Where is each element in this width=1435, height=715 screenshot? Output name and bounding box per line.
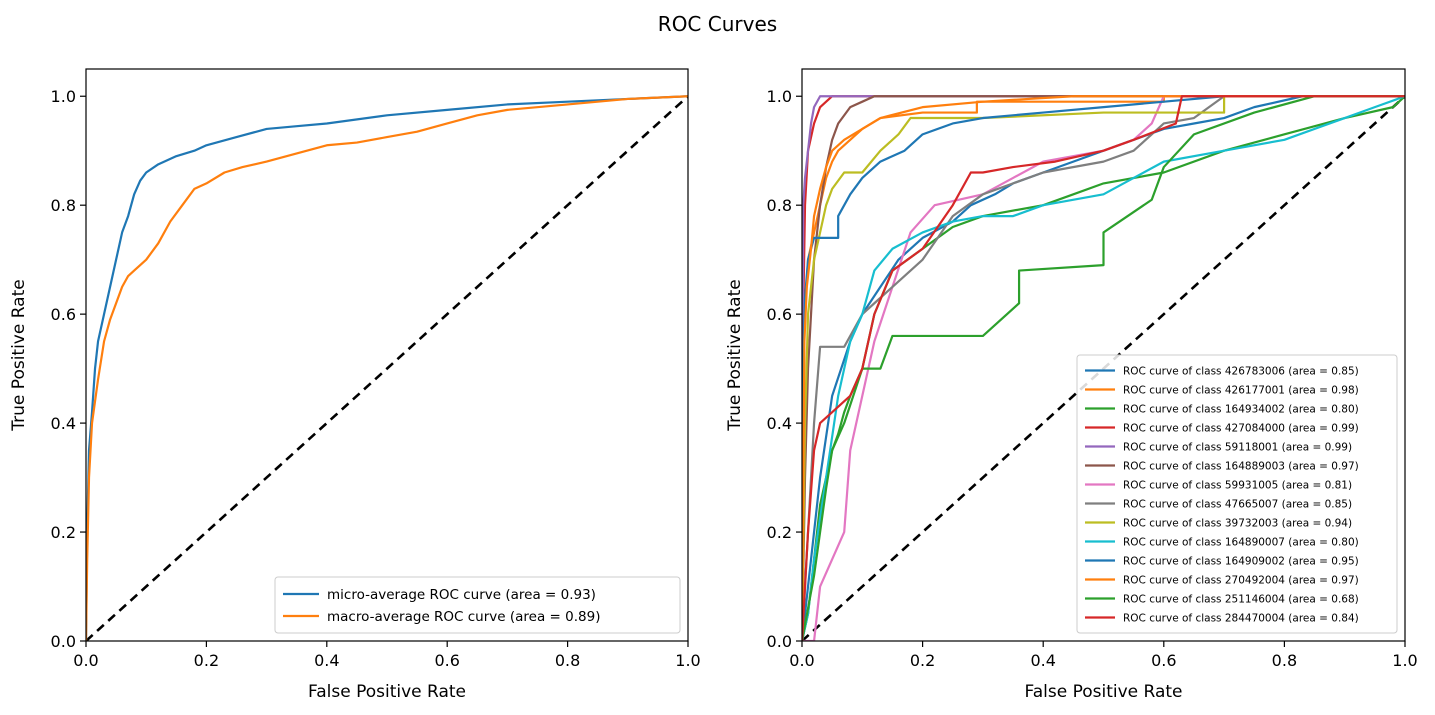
x-tick-label: 0.4 bbox=[314, 651, 339, 670]
legend-entry: ROC curve of class 164890007 (area = 0.8… bbox=[1123, 536, 1359, 548]
x-tick-label: 0.2 bbox=[910, 651, 935, 670]
y-tick-label: 0.6 bbox=[767, 305, 792, 324]
legend-entry: micro-average ROC curve (area = 0.93) bbox=[327, 587, 596, 603]
legend: micro-average ROC curve (area = 0.93) mac… bbox=[274, 576, 681, 634]
x-tick-label: 0.8 bbox=[1272, 651, 1297, 670]
x-tick-label: 0.6 bbox=[1151, 651, 1176, 670]
x-tick-label: 0.2 bbox=[194, 651, 219, 670]
y-tick-label: 0.0 bbox=[767, 632, 792, 651]
figure-title: ROC Curves bbox=[657, 12, 778, 36]
axes-frame bbox=[801, 68, 1406, 642]
y-tick-label: 0.2 bbox=[51, 523, 76, 542]
legend-entry: ROC curve of class 59118001 (area = 0.99… bbox=[1123, 441, 1352, 453]
y-tick-label: 0.8 bbox=[51, 196, 76, 215]
y-tick-label: 0.4 bbox=[767, 414, 792, 433]
y-tick-label: 0.6 bbox=[51, 305, 76, 324]
x-tick-label: 0.8 bbox=[555, 651, 580, 670]
legend-entry: ROC curve of class 426177001 (area = 0.9… bbox=[1123, 384, 1359, 396]
x-tick-label: 1.0 bbox=[1392, 651, 1417, 670]
series-line-6 bbox=[802, 95, 1405, 641]
x-tick-label: 0.6 bbox=[434, 651, 459, 670]
y-axis-label: True Positive Rate bbox=[725, 279, 745, 431]
series-line-1 bbox=[86, 95, 688, 641]
x-tick-label: 0.0 bbox=[789, 651, 814, 670]
y-tick-label: 1.0 bbox=[767, 87, 792, 106]
legend-box bbox=[1076, 354, 1398, 634]
legend-entry: ROC curve of class 284470004 (area = 0.8… bbox=[1123, 612, 1359, 624]
x-tick-label: 1.0 bbox=[675, 651, 700, 670]
axes-frame bbox=[85, 68, 689, 642]
legend-entry: ROC curve of class 47665007 (area = 0.85… bbox=[1123, 498, 1352, 510]
legend-entry: ROC curve of class 164889003 (area = 0.9… bbox=[1123, 460, 1359, 472]
series-line-2 bbox=[86, 95, 688, 641]
legend-entry: ROC curve of class 270492004 (area = 0.9… bbox=[1123, 574, 1359, 586]
series-line-9 bbox=[802, 95, 1405, 641]
chart-panel-1: 0.0 0.2 0.4 0.6 0.8 1.0 0.0 0.2 0.4 0.6 0.8 1.0 Fals… bbox=[9, 68, 701, 702]
legend-entry: ROC curve of class 164909002 (area = 0.9… bbox=[1123, 555, 1359, 567]
y-tick-label: 1.0 bbox=[51, 87, 76, 106]
series-line-1 bbox=[802, 95, 1405, 641]
series-line-10 bbox=[802, 95, 1405, 641]
y-tick-label: 0.8 bbox=[767, 196, 792, 215]
series-line-12 bbox=[802, 95, 1405, 641]
diagonal-reference-line bbox=[86, 95, 688, 641]
series-line-8 bbox=[802, 95, 1405, 641]
legend-entry: ROC curve of class 427084000 (area = 0.9… bbox=[1123, 422, 1359, 434]
x-axis-label: False Positive Rate bbox=[308, 682, 466, 702]
y-tick-label: 0.4 bbox=[51, 414, 76, 433]
x-axis-label: False Positive Rate bbox=[1025, 682, 1183, 702]
series-line-13 bbox=[802, 95, 1405, 641]
y-axis-label: True Positive Rate bbox=[9, 279, 29, 431]
y-tick-label: 0.0 bbox=[51, 632, 76, 651]
legend: ROC curve of class 426783006 (area = 0.8… bbox=[1076, 354, 1398, 634]
legend-entry: ROC curve of class 164934002 (area = 0.8… bbox=[1123, 403, 1359, 415]
x-tick-label: 0.4 bbox=[1030, 651, 1055, 670]
legend-entry: ROC curve of class 59931005 (area = 0.81… bbox=[1123, 479, 1352, 491]
legend-entry: ROC curve of class 39732003 (area = 0.94… bbox=[1123, 517, 1352, 529]
series-line-5 bbox=[802, 95, 1405, 641]
series-line-14 bbox=[802, 95, 1405, 641]
chart-panel-2: 0.0 0.2 0.4 0.6 0.8 1.0 0.0 0.2 0.4 0.6 0.8 1.0 Fals… bbox=[725, 68, 1418, 702]
legend-entry: ROC curve of class 251146004 (area = 0.6… bbox=[1123, 593, 1359, 605]
legend-box bbox=[274, 576, 681, 634]
series-line-11 bbox=[802, 95, 1405, 641]
legend-entry: ROC curve of class 426783006 (area = 0.8… bbox=[1123, 365, 1359, 377]
legend-entry: macro-average ROC curve (area = 0.89) bbox=[327, 609, 600, 625]
x-tick-label: 0.0 bbox=[73, 651, 98, 670]
y-tick-label: 0.2 bbox=[767, 523, 792, 542]
